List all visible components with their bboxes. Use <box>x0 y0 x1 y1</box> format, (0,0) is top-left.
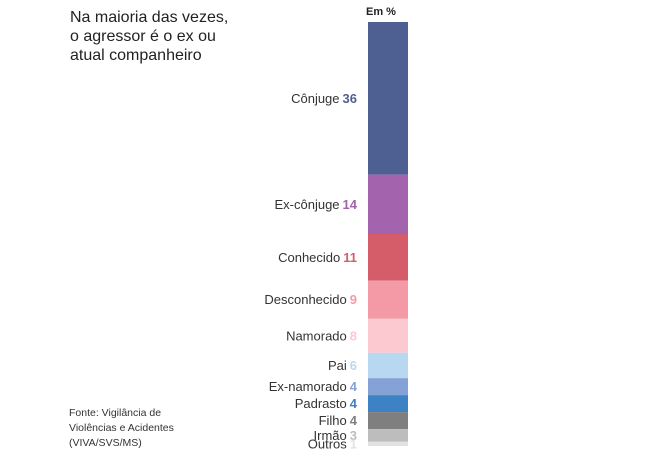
value-label-desconhecido: 9 <box>350 292 357 307</box>
bar-segment-desconhecido <box>368 280 408 319</box>
category-label-padrasto: Padrasto <box>295 396 347 411</box>
category-label-filho: Filho <box>319 413 347 428</box>
bar-segment-pai <box>368 352 408 379</box>
category-label-desconhecido: Desconhecido <box>264 292 346 307</box>
value-label-conhecido: 11 <box>343 250 357 265</box>
category-label-ex-conjuge: Ex-cônjuge <box>274 197 339 212</box>
value-label-ex-conjuge: 14 <box>343 197 358 212</box>
bar-segment-ex-conjuge <box>368 174 408 234</box>
category-label-conhecido: Conhecido <box>278 250 340 265</box>
value-label-outros: 1 <box>350 436 357 451</box>
bar-segment-irmao <box>368 429 408 442</box>
value-label-conjuge: 36 <box>343 91 357 106</box>
category-label-irmao: Irmão <box>314 428 347 443</box>
category-label-outros: Outros <box>308 436 348 451</box>
category-label-pai: Pai <box>328 358 347 373</box>
bar-segment-filho <box>368 412 408 430</box>
category-label-namorado: Namorado <box>286 328 347 343</box>
bar-segment-ex-namorado <box>368 378 408 396</box>
source-note: Fonte: Vigilância de Violências e Aciden… <box>69 407 174 449</box>
bar-segment-conjuge <box>368 22 408 175</box>
bar-segment-conhecido <box>368 234 408 281</box>
category-label-conjuge: Cônjuge <box>291 91 339 106</box>
value-label-pai: 6 <box>350 358 357 373</box>
bar-segment-namorado <box>368 318 408 353</box>
value-label-padrasto: 4 <box>350 396 358 411</box>
bar-segment-outros <box>368 441 408 446</box>
chart-title: Na maioria das vezes, o agressor é o ex … <box>70 9 229 64</box>
value-label-namorado: 8 <box>350 328 357 343</box>
category-label-ex-namorado: Ex-namorado <box>269 379 347 394</box>
value-label-ex-namorado: 4 <box>350 379 358 394</box>
value-label-filho: 4 <box>350 413 358 428</box>
bar-segment-padrasto <box>368 395 408 413</box>
value-label-irmao: 3 <box>350 428 357 443</box>
unit-label: Em % <box>366 6 396 18</box>
